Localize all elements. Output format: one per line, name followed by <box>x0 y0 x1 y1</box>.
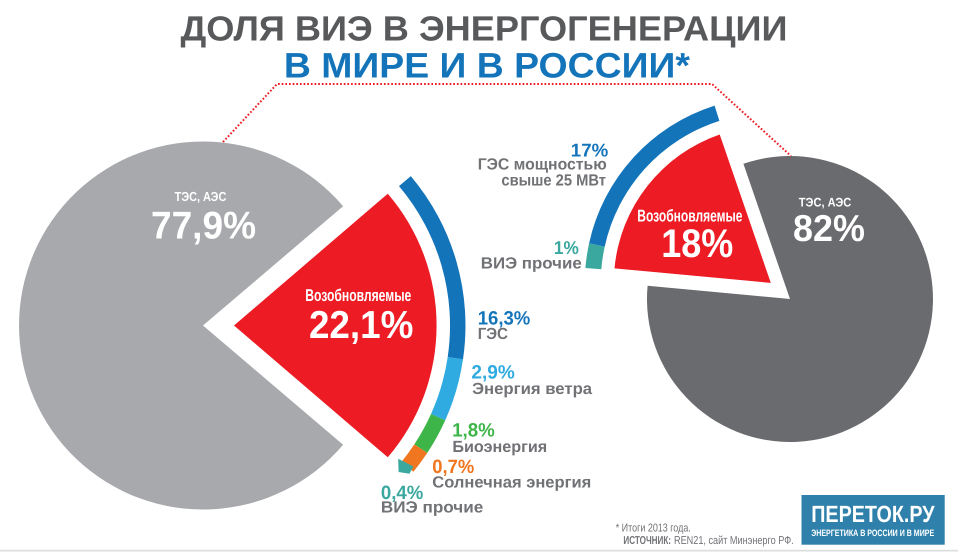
svg-text:0,4%: 0,4% <box>381 483 423 504</box>
svg-text:Биоэнергия: Биоэнергия <box>452 438 547 456</box>
svg-text:ТЭС, АЭС: ТЭС, АЭС <box>799 196 851 210</box>
svg-text:77,9%: 77,9% <box>151 205 256 248</box>
svg-text:ИСТОЧНИК:: ИСТОЧНИК: <box>623 535 671 547</box>
svg-text:* Итоги 2013 года.: * Итоги 2013 года. <box>616 523 691 535</box>
svg-text:Солнечная энергия: Солнечная энергия <box>432 474 591 492</box>
svg-text:Энергия ветра: Энергия ветра <box>472 380 593 398</box>
svg-text:ТЭС, АЭС: ТЭС, АЭС <box>175 189 227 204</box>
svg-text:ГЭС: ГЭС <box>478 325 509 343</box>
svg-text:22,1%: 22,1% <box>309 304 414 347</box>
svg-text:свыше 25 МВт: свыше 25 МВт <box>501 171 606 189</box>
svg-text:0,7%: 0,7% <box>432 457 474 478</box>
svg-text:Возобновляемые: Возобновляемые <box>305 286 411 305</box>
svg-text:ГЭС мощностью: ГЭС мощностью <box>478 156 607 174</box>
svg-text:REN21, сайт Минэнерго РФ.: REN21, сайт Минэнерго РФ. <box>674 535 794 547</box>
svg-text:ВИЭ прочие: ВИЭ прочие <box>481 255 582 273</box>
svg-text:ДОЛЯ ВИЭ В ЭНЕРГОГЕНЕРАЦИИ: ДОЛЯ ВИЭ В ЭНЕРГОГЕНЕРАЦИИ <box>181 10 788 49</box>
svg-text:1%: 1% <box>554 237 579 258</box>
svg-text:17%: 17% <box>571 140 609 161</box>
svg-text:2,9%: 2,9% <box>471 363 514 384</box>
svg-text:18%: 18% <box>661 222 733 266</box>
svg-text:82%: 82% <box>793 207 865 249</box>
svg-text:1,8%: 1,8% <box>452 421 495 442</box>
svg-text:ПЕРЕТОК.РУ: ПЕРЕТОК.РУ <box>811 501 935 527</box>
svg-text:16,3%: 16,3% <box>478 308 531 329</box>
svg-text:В МИРЕ И В РОССИИ*: В МИРЕ И В РОССИИ* <box>284 46 690 86</box>
svg-text:ВИЭ прочие: ВИЭ прочие <box>381 499 483 517</box>
svg-text:Возобновляемые: Возобновляемые <box>637 206 742 225</box>
svg-text:ЭНЕРГЕТИКА В РОССИИ И В МИРЕ: ЭНЕРГЕТИКА В РОССИИ И В МИРЕ <box>811 528 934 538</box>
